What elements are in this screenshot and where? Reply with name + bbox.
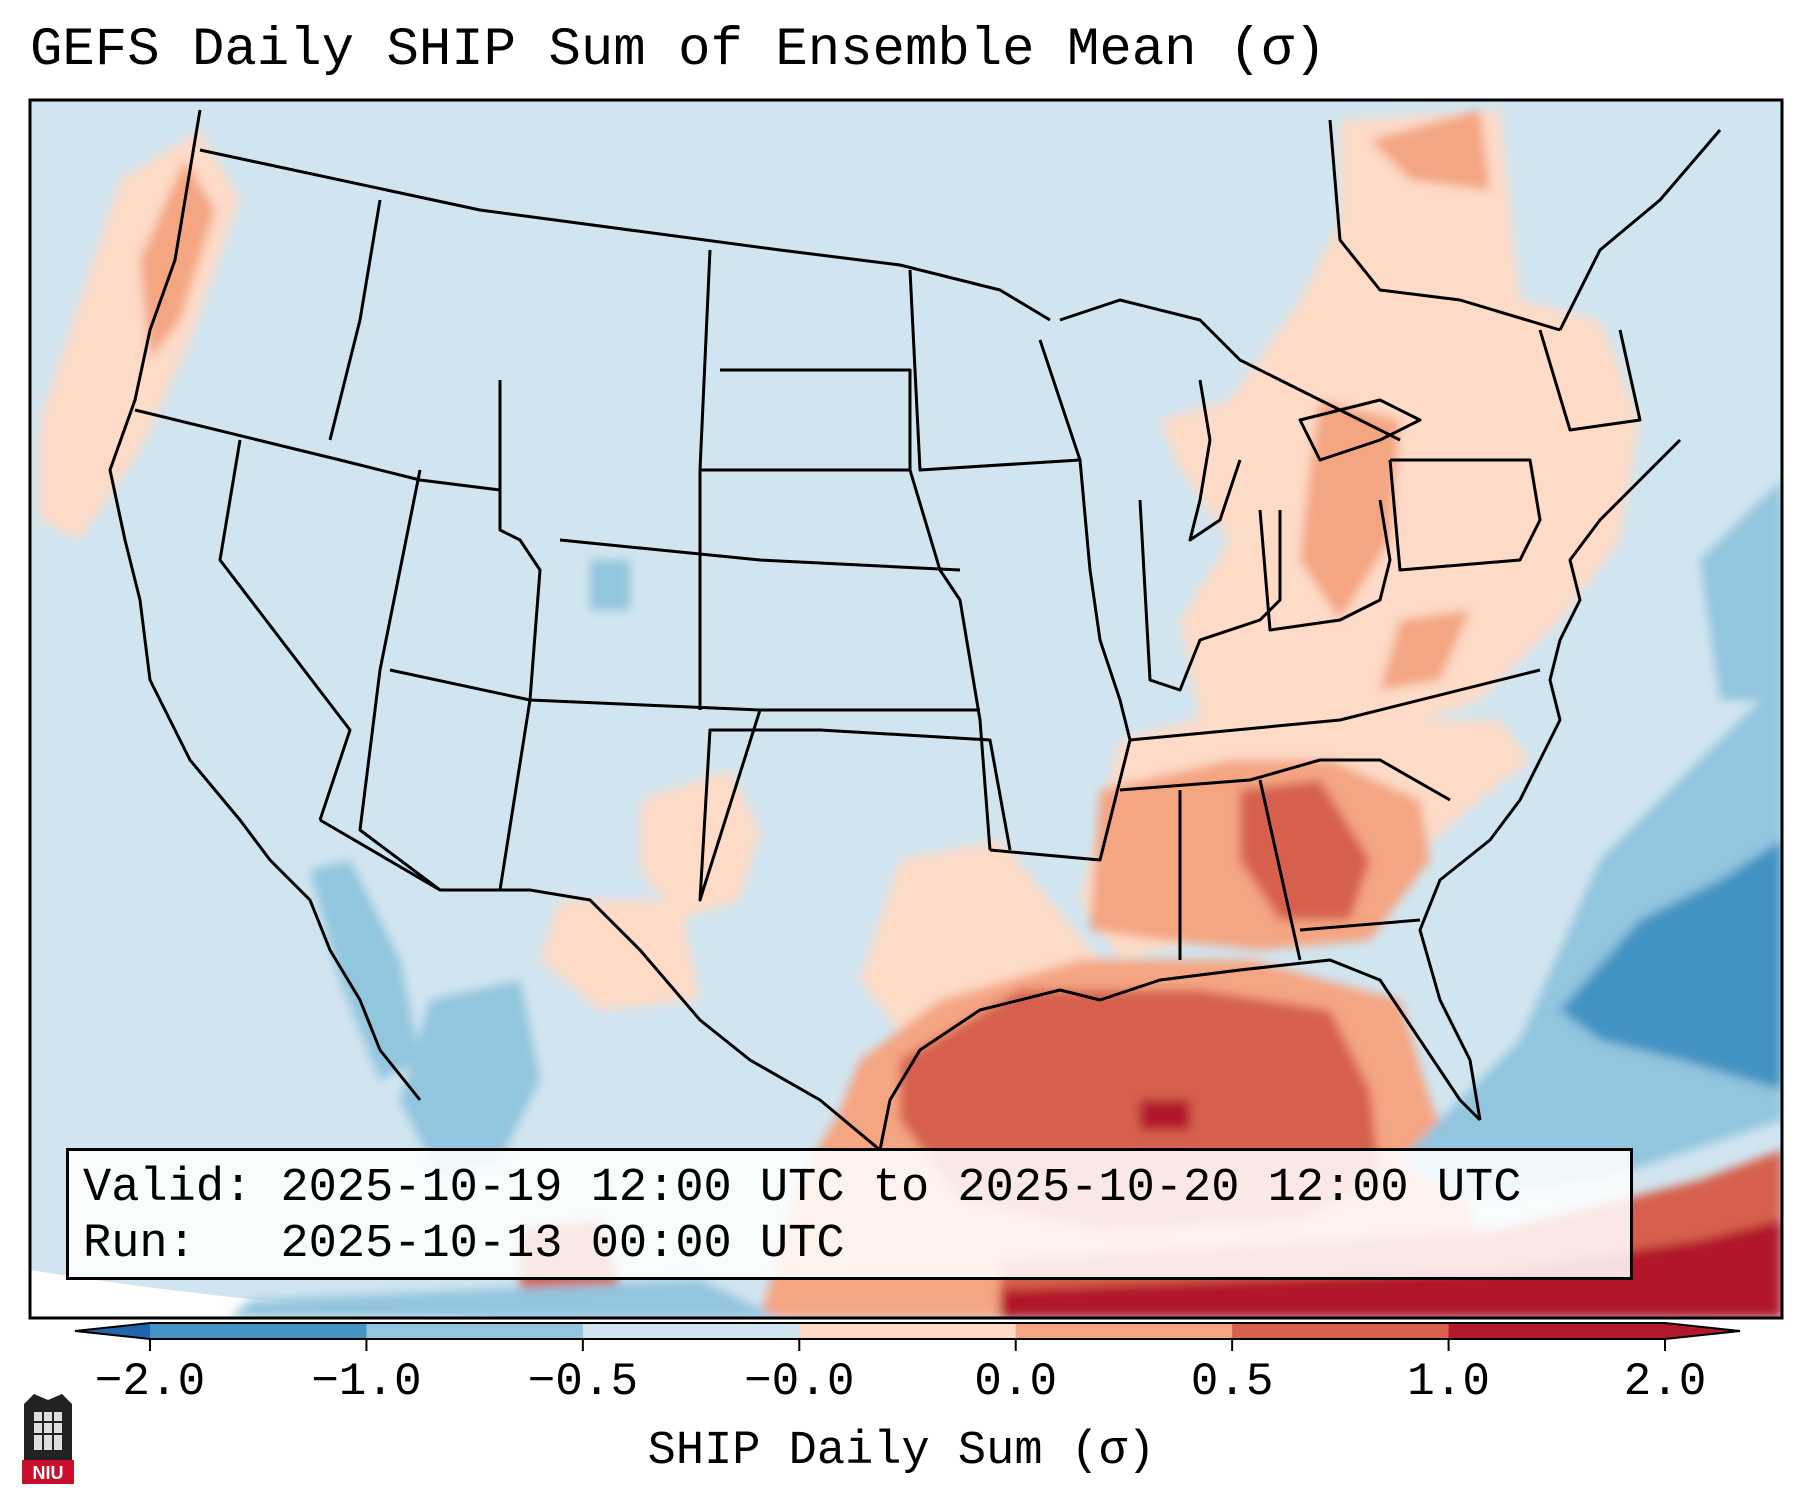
state-borders <box>108 109 1722 1152</box>
colorbar-extend-high <box>1665 1323 1740 1339</box>
logo-text: NIU <box>33 1463 64 1483</box>
colorbar-tick-label: 2.0 <box>1624 1356 1707 1408</box>
colorbar-tick-label: −0.5 <box>528 1356 638 1408</box>
colorbar-tick-label: −1.0 <box>311 1356 421 1408</box>
colorbar-segment <box>1015 1323 1233 1339</box>
colorbar-segment <box>1448 1323 1666 1339</box>
colorbar-segment <box>582 1323 800 1339</box>
colorbar-segment <box>799 1323 1017 1339</box>
niu-logo: NIU <box>22 1394 74 1484</box>
run-label: Run: <box>83 1218 196 1271</box>
colorbar-tick-label: 0.0 <box>974 1356 1057 1408</box>
valid-line: Valid: 2025-10-19 12:00 UTC to 2025-10-2… <box>83 1161 1616 1217</box>
colorbar-label: SHIP Daily Sum (σ) <box>647 1425 1156 1478</box>
run-line: Run: 2025-10-13 00:00 UTC <box>83 1217 1616 1273</box>
valid-value: 2025-10-19 12:00 UTC to 2025-10-20 12:00… <box>280 1162 1522 1215</box>
run-value: 2025-10-13 00:00 UTC <box>280 1218 845 1271</box>
colorbar-segment <box>150 1323 367 1339</box>
colorbar-tick-label: 0.5 <box>1191 1356 1274 1408</box>
page-title: GEFS Daily SHIP Sum of Ensemble Mean (σ) <box>30 20 1327 81</box>
valid-label: Valid: <box>83 1162 253 1215</box>
colorbar-segment <box>1232 1323 1450 1339</box>
colorbar-tick-label: 1.0 <box>1407 1356 1490 1408</box>
colorbar-segment <box>366 1323 584 1339</box>
valid-run-info-box: Valid: 2025-10-19 12:00 UTC to 2025-10-2… <box>66 1148 1633 1280</box>
colorbar-tick-label: −2.0 <box>95 1356 205 1408</box>
colorbar-tick-label: −0.0 <box>744 1356 854 1408</box>
colorbar-extend-low <box>75 1323 150 1339</box>
